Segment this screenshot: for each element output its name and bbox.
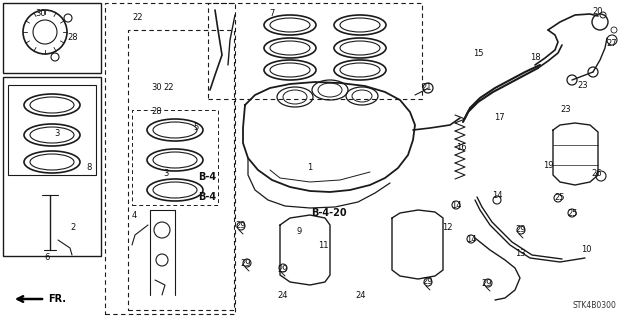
Bar <box>8 85 96 175</box>
Text: 20: 20 <box>593 8 604 17</box>
Text: 14: 14 <box>451 201 461 210</box>
Text: 26: 26 <box>592 169 602 179</box>
Bar <box>105 3 235 314</box>
Text: 30: 30 <box>152 83 163 92</box>
Text: 11: 11 <box>317 241 328 249</box>
Text: 3: 3 <box>54 130 60 138</box>
Text: 19: 19 <box>543 160 553 169</box>
Bar <box>208 3 422 99</box>
Text: 3: 3 <box>163 169 169 179</box>
Text: 25: 25 <box>568 209 579 218</box>
Bar <box>3 3 101 73</box>
Text: 2: 2 <box>70 224 76 233</box>
Text: STK4B0300: STK4B0300 <box>572 301 616 310</box>
Text: 9: 9 <box>296 226 301 235</box>
Text: 5: 5 <box>193 122 198 131</box>
Text: 4: 4 <box>131 211 136 220</box>
Text: 24: 24 <box>356 291 366 300</box>
Text: 29: 29 <box>236 221 246 231</box>
Text: 12: 12 <box>442 224 452 233</box>
Text: 29: 29 <box>482 278 492 287</box>
Text: FR.: FR. <box>48 294 66 304</box>
Text: 23: 23 <box>578 80 588 90</box>
Text: 13: 13 <box>515 249 525 257</box>
Text: 24: 24 <box>278 291 288 300</box>
Text: B-4: B-4 <box>198 172 216 182</box>
Text: 8: 8 <box>86 164 92 173</box>
Bar <box>128 30 234 310</box>
Text: 29: 29 <box>423 278 433 286</box>
Text: 27: 27 <box>607 39 618 48</box>
Text: 14: 14 <box>492 191 502 201</box>
Text: 22: 22 <box>132 13 143 23</box>
Text: 21: 21 <box>422 84 432 93</box>
Text: 1: 1 <box>307 164 312 173</box>
Text: 28: 28 <box>68 33 78 42</box>
Text: 14: 14 <box>466 234 476 243</box>
Text: 25: 25 <box>555 194 565 203</box>
Text: 15: 15 <box>473 49 483 58</box>
Bar <box>132 110 218 205</box>
Text: 10: 10 <box>580 244 591 254</box>
Text: 28: 28 <box>152 107 163 115</box>
Text: 29: 29 <box>278 264 288 273</box>
Text: 23: 23 <box>561 106 572 115</box>
Text: 16: 16 <box>456 143 467 152</box>
Text: B-4-20: B-4-20 <box>311 208 347 218</box>
Text: 29: 29 <box>241 258 252 268</box>
Text: 7: 7 <box>269 9 275 18</box>
Text: 22: 22 <box>164 83 174 92</box>
Text: 17: 17 <box>493 114 504 122</box>
Text: B-4: B-4 <box>198 192 216 202</box>
Text: 30: 30 <box>36 9 46 18</box>
Text: 18: 18 <box>530 53 540 62</box>
Text: 29: 29 <box>516 226 526 234</box>
Bar <box>3 77 101 256</box>
Text: 6: 6 <box>44 254 50 263</box>
